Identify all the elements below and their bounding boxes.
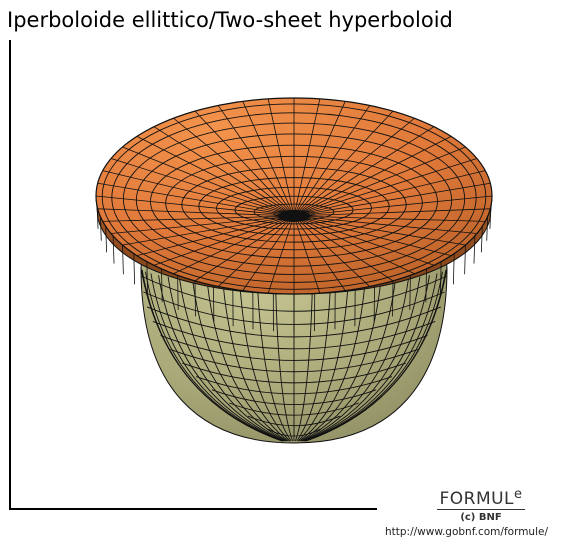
upper-sheet-meridian xyxy=(293,215,477,234)
upper-sheet-rim-segment xyxy=(177,275,179,310)
upper-sheet-meridian xyxy=(293,208,491,217)
upper-sheet-rim-segment xyxy=(486,216,489,241)
upper-sheet-meridian xyxy=(136,215,295,257)
upper-sheet-meridian xyxy=(242,101,295,217)
upper-sheet-meridian xyxy=(293,195,493,217)
lower-sheet-meridian xyxy=(275,283,293,442)
logo-brand-text: FORMUL xyxy=(439,489,515,509)
upper-sheet-meridian xyxy=(217,215,295,287)
upper-sheet-meridian xyxy=(173,117,295,217)
upper-sheet-meridian xyxy=(293,215,486,222)
upper-sheet-meridian xyxy=(293,215,415,275)
upper-sheet-meridian xyxy=(293,215,435,266)
upper-sheet-rim-segment xyxy=(133,253,136,285)
upper-sheet-meridian xyxy=(293,105,371,217)
lower-sheet-meridian xyxy=(222,281,289,442)
upper-sheet-meridian xyxy=(293,98,321,217)
lower-sheet-meridian xyxy=(305,267,448,442)
lower-sheet-meridian xyxy=(167,276,285,442)
upper-sheet-meridian xyxy=(293,215,321,294)
lower-sheet-meridian xyxy=(256,283,292,442)
upper-sheet-rim-segment xyxy=(146,261,148,294)
upper-sheet-meridian xyxy=(293,215,394,282)
upper-sheet-meridian xyxy=(293,126,435,217)
lower-sheet-meridian xyxy=(145,271,283,442)
upper-sheet xyxy=(95,97,493,332)
upper-sheet-rim-segment xyxy=(161,268,163,303)
upper-sheet-meridian xyxy=(153,215,295,266)
lower-sheet-meridian xyxy=(295,283,313,442)
lower-sheet-meridian xyxy=(301,279,396,442)
upper-sheet-rim-segment xyxy=(473,235,476,264)
lower-sheet-meridian xyxy=(179,278,286,442)
source-url: http://www.gobnf.com/formule/ xyxy=(385,526,548,538)
page-title: Iperboloide ellittico/Two-sheet hyperbol… xyxy=(7,8,453,32)
upper-sheet-meridian xyxy=(217,105,295,217)
lower-sheet-meridian xyxy=(239,282,291,442)
lower-sheet-meridian xyxy=(158,275,284,442)
upper-sheet-meridian xyxy=(293,215,371,287)
lower-sheet-meridian xyxy=(296,283,332,442)
upper-sheet-meridian xyxy=(293,101,346,217)
upper-sheet-meridian xyxy=(97,182,295,217)
upper-sheet-rim-segment xyxy=(440,261,442,294)
upper-sheet-meridian xyxy=(95,195,295,217)
upper-sheet-meridian xyxy=(110,158,295,217)
upper-sheet-meridian xyxy=(153,126,295,217)
upper-sheet-meridian xyxy=(293,215,346,291)
upper-sheet-rim-segment xyxy=(105,226,108,253)
upper-sheet-meridian xyxy=(194,110,295,217)
lower-sheet-meridian xyxy=(297,282,349,442)
upper-sheet-rim-segment xyxy=(409,275,411,310)
logo-brand: FORMULe xyxy=(437,486,525,510)
upper-sheet-meridian xyxy=(97,208,295,217)
lower-sheet-meridian xyxy=(150,273,283,442)
upper-sheet-rim-segment xyxy=(96,206,99,229)
upper-sheet-meridian xyxy=(242,215,295,291)
upper-sheet-meridian xyxy=(267,215,295,294)
upper-sheet-meridian xyxy=(293,117,415,217)
lower-sheet-meridian xyxy=(304,275,430,442)
upper-sheet-meridian xyxy=(111,215,295,234)
upper-sheet-rim-segment xyxy=(464,244,466,275)
upper-sheet-meridian xyxy=(122,146,295,217)
upper-sheet-meridian xyxy=(122,215,295,246)
formule-logo: FORMULe (c) BNF xyxy=(436,486,526,523)
upper-sheet-meridian xyxy=(293,135,452,217)
upper-sheet-rim-segment xyxy=(480,226,483,253)
lower-sheet-meridian xyxy=(305,273,438,442)
upper-sheet-rim-segment xyxy=(452,253,455,285)
upper-sheet-meridian xyxy=(102,170,295,217)
lower-sheet-meridian xyxy=(303,276,421,442)
upper-sheet-meridian xyxy=(293,146,466,217)
upper-sheet-meridian xyxy=(293,158,478,217)
lower-sheet-meridian xyxy=(302,278,409,442)
upper-sheet-rim-segment xyxy=(112,235,115,264)
logo-superscript: e xyxy=(514,487,523,502)
upper-sheet-rim-segment xyxy=(489,206,492,229)
upper-sheet-meridian xyxy=(293,170,486,217)
lower-sheet-meridian xyxy=(299,281,366,442)
upper-sheet-vertex xyxy=(278,210,310,222)
upper-sheet-meridian xyxy=(194,215,295,282)
upper-sheet-meridian xyxy=(102,215,295,222)
lower-sheet-meridian xyxy=(300,280,382,442)
lower-sheet-meridian xyxy=(192,279,287,442)
upper-sheet-meridian xyxy=(293,182,491,217)
upper-sheet-meridian xyxy=(173,215,295,275)
lower-sheet-meridian xyxy=(206,280,288,442)
logo-copyright: (c) BNF xyxy=(460,512,502,523)
upper-sheet-rim-segment xyxy=(122,244,124,275)
upper-sheet-meridian xyxy=(293,215,452,257)
upper-sheet-rim-segment xyxy=(425,268,427,303)
upper-sheet-meridian xyxy=(293,215,466,246)
upper-sheet-rim-segment xyxy=(99,216,102,241)
upper-sheet-meridian xyxy=(267,98,295,217)
upper-sheet-meridian xyxy=(293,110,394,217)
upper-sheet-meridian xyxy=(136,135,295,217)
